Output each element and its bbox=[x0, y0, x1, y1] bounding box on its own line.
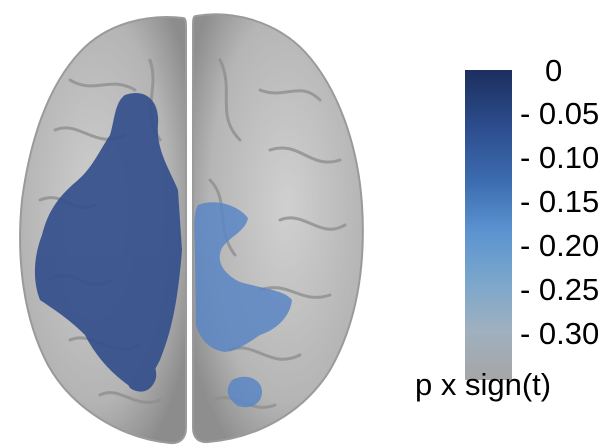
activation-regions bbox=[34, 93, 183, 392]
colorbar-title: p x sign(t) bbox=[415, 367, 552, 402]
brain-surface-rendering bbox=[19, 13, 364, 445]
colorbar-tick-label: 0 bbox=[545, 53, 563, 88]
colorbar-tick-label: - 0.20 bbox=[520, 228, 600, 263]
colorbar bbox=[465, 70, 512, 380]
colorbar-tick-label: - 0.05 bbox=[520, 96, 600, 131]
colorbar-tick-label: - 0.25 bbox=[520, 272, 600, 307]
activation-regions-right bbox=[194, 202, 292, 408]
colorbar-tick-label: - 0.10 bbox=[520, 140, 600, 175]
colorbar-tick-label: - 0.15 bbox=[520, 184, 600, 219]
colorbar-tick-label: - 0.30 bbox=[520, 316, 600, 351]
